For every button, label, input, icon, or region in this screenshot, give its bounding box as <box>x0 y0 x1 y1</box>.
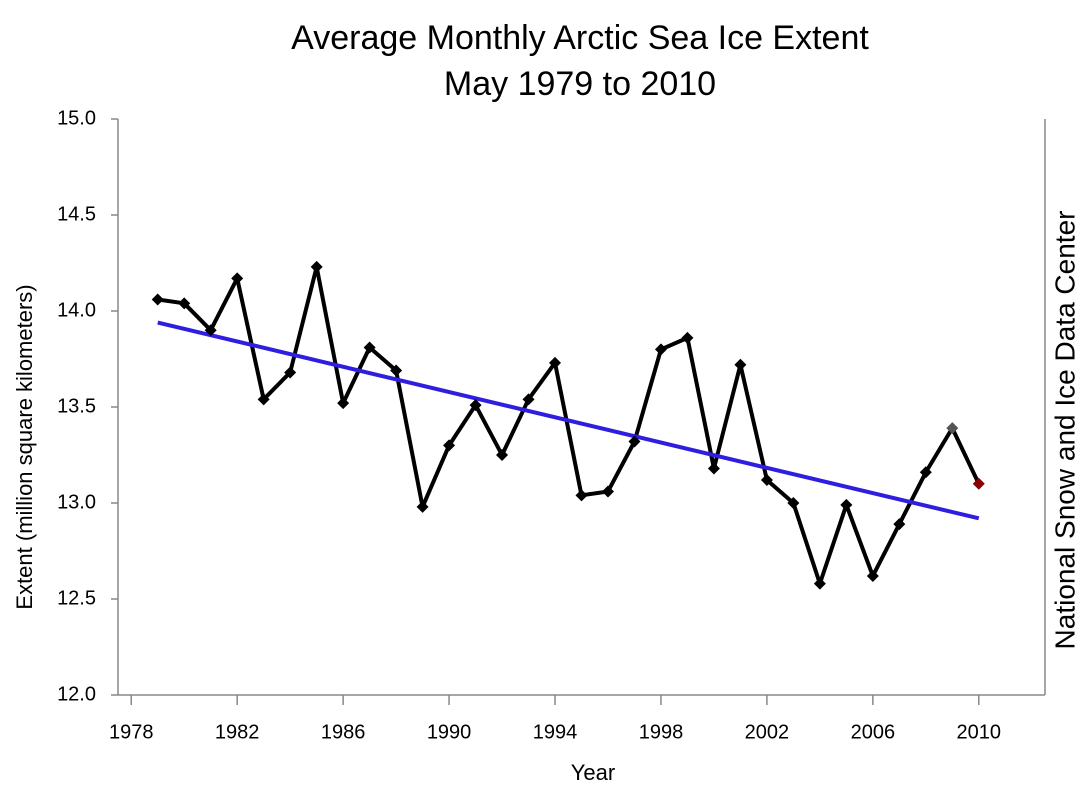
data-point <box>416 500 429 513</box>
data-point <box>390 364 403 377</box>
y-tick-label: 14.5 <box>57 203 96 225</box>
data-point <box>972 477 985 490</box>
chart-subtitle: May 1979 to 2010 <box>444 65 716 103</box>
x-tick-label: 2006 <box>851 721 896 743</box>
data-point <box>204 324 217 337</box>
data-point <box>469 399 482 412</box>
data-point <box>760 473 773 486</box>
x-tick-label: 1986 <box>321 721 366 743</box>
y-axis-title: Extent (million square kilometers) <box>12 284 37 609</box>
x-tick-label: 1978 <box>109 721 154 743</box>
data-point <box>628 435 641 448</box>
x-tick-label: 2010 <box>957 721 1002 743</box>
x-axis-title: Year <box>571 760 615 785</box>
x-tick-label: 1982 <box>215 721 260 743</box>
data-point <box>919 466 932 479</box>
data-point <box>310 260 323 273</box>
data-point <box>231 272 244 285</box>
data-point <box>654 343 667 356</box>
data-point <box>946 422 959 435</box>
y-tick-label: 15.0 <box>57 107 96 129</box>
y-tick-label: 12.0 <box>57 683 96 705</box>
data-point <box>893 518 906 531</box>
data-point <box>734 358 747 371</box>
data-point <box>522 393 535 406</box>
trend-line <box>157 320 980 521</box>
x-tick-label: 1994 <box>533 721 578 743</box>
data-point <box>866 569 879 582</box>
y-tick-label: 14.0 <box>57 299 96 321</box>
x-tick-label: 1998 <box>639 721 684 743</box>
x-tick-label: 1990 <box>427 721 472 743</box>
data-point <box>363 341 376 354</box>
data-point <box>681 331 694 344</box>
y-tick-label: 12.5 <box>57 587 96 609</box>
data-point <box>151 293 164 306</box>
data-point <box>443 439 456 452</box>
data-point <box>840 498 853 511</box>
y-tick-label: 13.0 <box>57 491 96 513</box>
data-point <box>257 393 270 406</box>
data-point <box>575 489 588 502</box>
data-point <box>284 366 297 379</box>
data-point <box>178 297 191 310</box>
data-point <box>787 497 800 509</box>
x-tick-label: 2002 <box>745 721 790 743</box>
data-point <box>496 449 509 461</box>
y-tick-label: 13.5 <box>57 395 96 417</box>
data-line <box>157 264 981 586</box>
data-point <box>813 577 826 590</box>
credit: National Snow and Ice Data Center <box>1049 211 1080 650</box>
chart-title: Average Monthly Arctic Sea Ice Extent <box>291 19 869 57</box>
data-point <box>707 462 720 475</box>
data-point <box>549 356 562 369</box>
data-point <box>601 485 614 498</box>
data-point <box>337 397 350 410</box>
